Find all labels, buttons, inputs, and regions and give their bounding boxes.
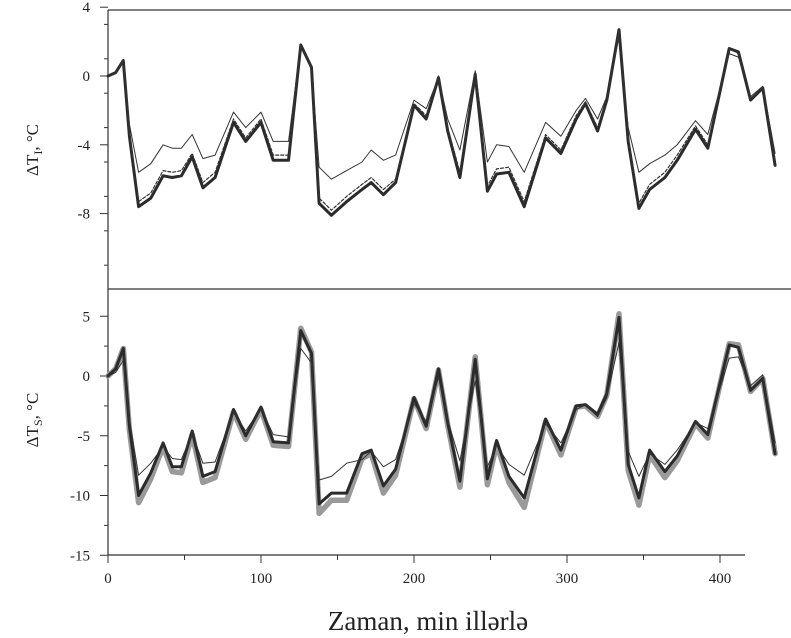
top-panel-ti: 4 0 -4 -8 ΔTI, °C	[23, 0, 791, 289]
x-tick-label: 100	[250, 571, 273, 587]
x-tick-label: 400	[709, 571, 732, 587]
bottom-y-tick-label: 5	[83, 309, 91, 325]
top-series-thin-line	[107, 35, 776, 180]
x-tick-label: 0	[104, 571, 112, 587]
x-tick-label: 200	[403, 571, 426, 587]
top-y-tick-label: -4	[78, 138, 91, 154]
top-y-axis-label: ΔTI, °C	[23, 124, 45, 176]
bottom-y-tick-label: 0	[83, 369, 91, 385]
top-y-tick-label: 0	[83, 69, 91, 85]
bottom-y-tick-label: -10	[70, 489, 90, 505]
x-tick-label: 300	[556, 571, 579, 587]
bottom-series-gray-band	[105, 311, 778, 517]
bottom-series-thin-line	[107, 342, 776, 481]
top-series-dashed-line	[107, 30, 776, 211]
top-y-tick-label: -8	[78, 207, 91, 223]
x-axis-title: Zaman, min illərlə	[328, 606, 528, 636]
top-series-thick-line	[106, 28, 777, 217]
bottom-panel-ts: 5 0 -5 -10 -15 ΔTS, °C	[23, 289, 778, 564]
bottom-y-tick-label: -15	[70, 548, 90, 564]
top-y-tick-label: 4	[83, 0, 91, 16]
bottom-y-axis-label: ΔTS, °C	[23, 393, 45, 448]
bottom-y-tick-label: -5	[78, 429, 91, 445]
bottom-series-thick-line	[106, 315, 777, 506]
